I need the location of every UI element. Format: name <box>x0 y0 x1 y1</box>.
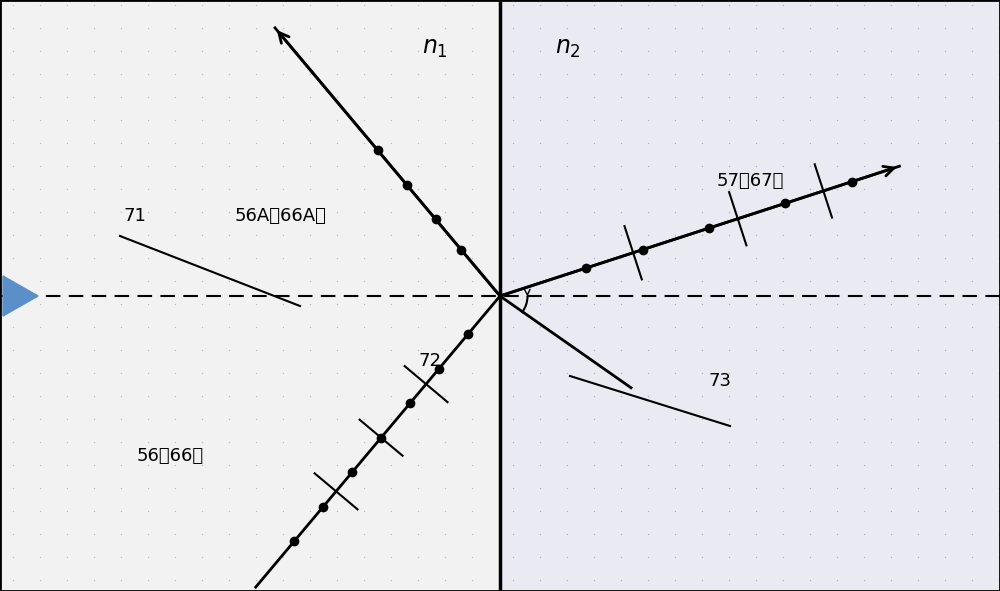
Text: 71: 71 <box>124 207 146 225</box>
Text: $n_2$: $n_2$ <box>555 36 581 60</box>
Text: 56（66）: 56（66） <box>136 447 204 465</box>
Text: $n_1$: $n_1$ <box>422 36 448 60</box>
Bar <box>500 0 1000 591</box>
Text: 73: 73 <box>708 372 732 390</box>
Text: 72: 72 <box>418 352 442 370</box>
Bar <box>0 0 500 591</box>
Text: 57（67）: 57（67） <box>716 172 784 190</box>
Text: 56A（66A）: 56A（66A） <box>234 207 326 225</box>
Polygon shape <box>3 276 38 316</box>
